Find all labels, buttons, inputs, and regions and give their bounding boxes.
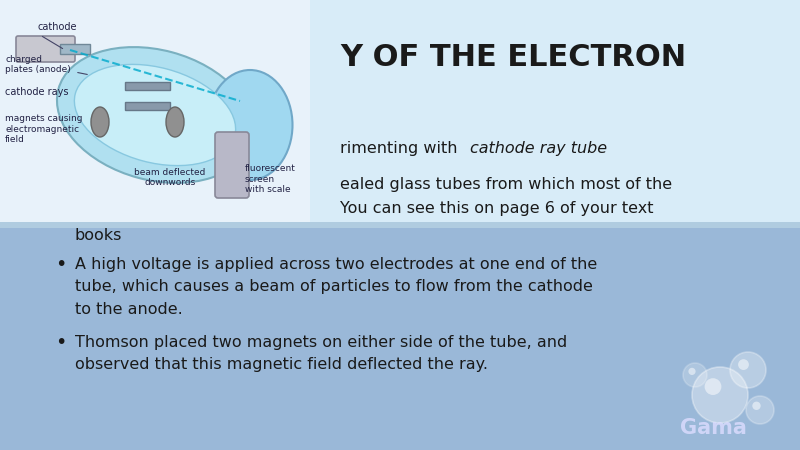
Bar [0,124,800,135]
FancyBboxPatch shape [215,132,249,198]
Text: to the anode.: to the anode. [75,302,182,316]
Bar [0,158,800,169]
Bar [60,44,90,54]
Circle shape [692,367,748,423]
Circle shape [688,368,696,375]
Text: Gama: Gama [680,418,747,438]
Text: cathode rays: cathode rays [5,87,69,97]
Circle shape [705,378,722,395]
Text: Thomson placed two magnets on either side of the tube, and: Thomson placed two magnets on either sid… [75,334,567,350]
Bar [0,56,800,68]
Bar [0,45,800,56]
Circle shape [683,363,707,387]
Bar [0,34,800,45]
Bar [0,180,800,191]
Text: A high voltage is applied across two electrodes at one end of the: A high voltage is applied across two ele… [75,257,598,273]
Ellipse shape [57,47,253,183]
Bar [0,202,800,214]
Ellipse shape [207,70,293,180]
Text: books: books [75,228,122,243]
Text: You can see this on page 6 of your text: You can see this on page 6 of your text [340,202,654,216]
Ellipse shape [74,64,236,166]
Circle shape [730,352,766,388]
FancyBboxPatch shape [16,36,75,62]
Text: magnets causing
electromagnetic
field: magnets causing electromagnetic field [5,114,82,144]
Ellipse shape [91,107,109,137]
Bar [0,0,310,225]
Text: ealed glass tubes from which most of the: ealed glass tubes from which most of the [340,177,672,193]
Text: charged
plates (anode): charged plates (anode) [5,54,70,74]
Circle shape [752,401,761,410]
Bar [0,0,800,11]
Text: beam deflected
downwords: beam deflected downwords [134,167,206,187]
Bar [310,0,800,225]
Text: tube, which causes a beam of particles to flow from the cathode: tube, which causes a beam of particles t… [75,279,593,294]
Bar [0,146,800,158]
Bar [0,169,800,180]
Text: observed that this magnetic field deflected the ray.: observed that this magnetic field deflec… [75,356,488,372]
Text: cathode: cathode [38,22,78,32]
Text: rimenting with: rimenting with [340,140,462,156]
Bar [125,102,170,110]
Bar [0,225,800,450]
Bar [0,0,800,225]
Bar [0,112,800,124]
Bar [0,191,800,202]
Circle shape [746,396,774,424]
Bar [0,214,800,225]
Text: fluorescent
screen
with scale: fluorescent screen with scale [245,164,296,194]
Bar [0,11,800,22]
Bar [125,82,170,90]
Bar [0,90,800,101]
Bar [0,68,800,79]
Bar [0,79,800,90]
Text: cathode ray tube: cathode ray tube [470,140,607,156]
Text: •: • [55,256,66,274]
Bar [0,222,800,228]
Bar [0,22,800,34]
Bar [0,101,800,112]
Bar [0,135,800,146]
Circle shape [738,359,749,370]
Text: •: • [55,333,66,351]
Text: Y OF THE ELECTRON: Y OF THE ELECTRON [340,44,686,72]
Ellipse shape [166,107,184,137]
